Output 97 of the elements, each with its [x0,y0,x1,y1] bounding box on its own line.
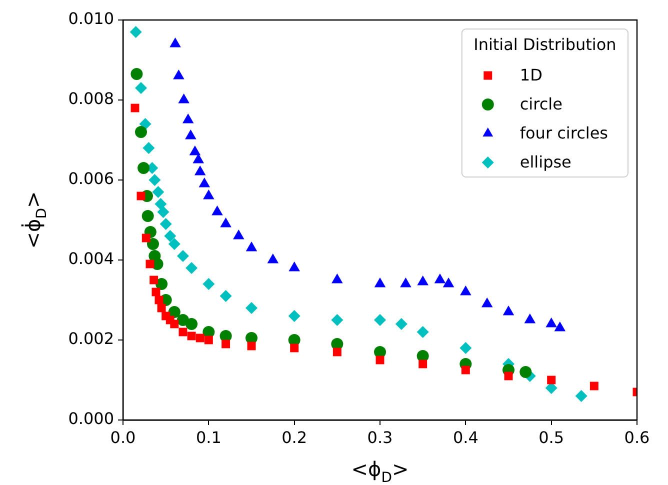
point [164,230,176,242]
point [170,320,179,328]
point [178,328,188,336]
point [185,130,196,140]
point [186,318,198,330]
point [461,366,470,374]
point [222,340,230,348]
point [395,318,408,330]
point [146,238,159,250]
point [546,318,557,328]
point [212,206,223,216]
point [290,344,299,352]
point [170,38,181,48]
point [189,146,201,156]
point [203,190,214,200]
point [246,302,258,314]
point [288,310,300,322]
point [142,234,150,242]
point [590,382,598,390]
point [136,192,146,200]
point [168,306,180,318]
point [134,82,147,94]
point [152,288,160,296]
y-tick-label: 0.000 [68,409,114,428]
point [554,322,566,332]
point [331,314,344,326]
point [142,210,154,222]
point [481,298,493,308]
x-tick-label: 0.3 [367,428,393,447]
point [332,348,342,356]
point [192,154,204,164]
point [130,26,142,38]
point [148,174,161,186]
legend-title: Initial Distribution [474,35,616,54]
point [288,262,300,272]
point [176,250,189,262]
y-tick-label: 0.010 [68,9,114,28]
point [134,126,147,138]
x-tick-label: 0.5 [538,428,564,447]
point [150,276,158,284]
point [139,118,152,130]
point [332,274,343,284]
x-tick-label: 0.6 [624,428,650,447]
point [186,262,198,274]
point [502,306,514,316]
point [146,260,154,268]
point [138,162,150,174]
point [524,314,536,324]
point [182,114,194,124]
x-tick-label: 0.4 [452,428,478,447]
y-tick-label: 0.004 [68,249,114,268]
point [196,334,204,342]
point [400,278,412,288]
point [130,68,143,80]
point [442,278,454,288]
point [152,186,164,198]
point [460,342,472,354]
point [157,304,166,312]
point [547,376,556,384]
y-tick-label: 0.002 [68,329,114,348]
point [233,230,244,240]
point [520,366,532,378]
x-tick-label: 0.0 [110,428,136,447]
point [154,198,167,210]
point [154,296,164,304]
point [267,254,279,264]
x-tick-label: 0.1 [196,428,222,447]
point [220,290,232,302]
point [418,360,428,368]
point [246,242,258,252]
legend-label: ellipse [520,152,572,172]
point [187,332,196,340]
y-tick-label: 0.006 [68,169,114,188]
point [460,286,472,296]
point [173,70,184,80]
x-tick-label: 0.2 [282,428,308,447]
legend-label: four circles [520,124,608,143]
point [194,166,206,176]
y-tick-label: 0.008 [68,89,114,108]
point [220,218,232,228]
point [168,238,180,250]
point [157,206,170,218]
point [417,276,428,286]
point [204,336,213,344]
point [374,314,386,326]
y-axis-title: <ϕ̇D> [20,191,50,249]
point [416,326,429,338]
point [178,94,190,104]
legend-label: 1D [520,66,542,85]
legend-label: circle [520,94,562,114]
point [374,278,386,288]
point [434,274,446,284]
point [575,390,588,402]
point [142,142,155,154]
point [198,178,210,188]
point [160,218,172,230]
point [202,278,215,290]
